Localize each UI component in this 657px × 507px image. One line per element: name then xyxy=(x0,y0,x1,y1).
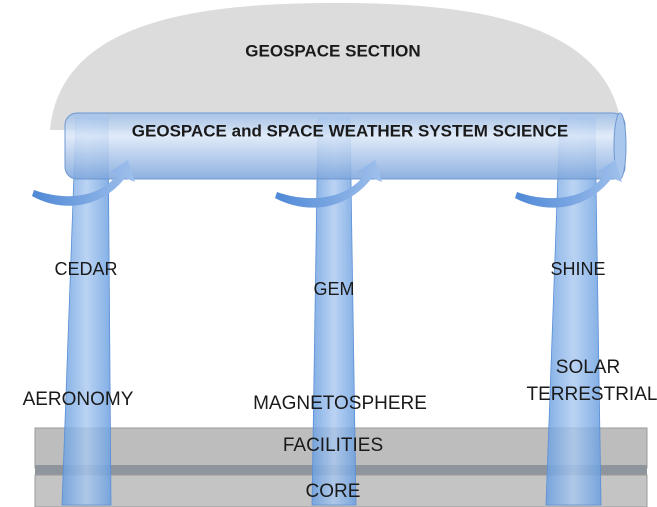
pillar-area: TERRESTRIAL xyxy=(527,384,657,405)
pillar-area: AERONOMY xyxy=(23,389,134,410)
base-layer-label: CORE xyxy=(306,481,361,502)
pillar-area: SOLAR xyxy=(556,357,620,378)
pillar-area: MAGNETOSPHERE xyxy=(253,393,427,414)
cylinder-label: GEOSPACE and SPACE WEATHER SYSTEM SCIENC… xyxy=(132,121,568,140)
pillar-name: CEDAR xyxy=(54,259,117,279)
curved-arrow xyxy=(275,160,382,208)
curved-arrow xyxy=(32,160,135,206)
pillar-name: SHINE xyxy=(550,259,605,279)
pillar-name: GEM xyxy=(313,279,354,299)
dome-label: GEOSPACE SECTION xyxy=(245,41,420,60)
base-layer-label: FACILITIES xyxy=(283,435,383,456)
dome xyxy=(50,3,622,130)
curved-arrow xyxy=(515,160,622,208)
